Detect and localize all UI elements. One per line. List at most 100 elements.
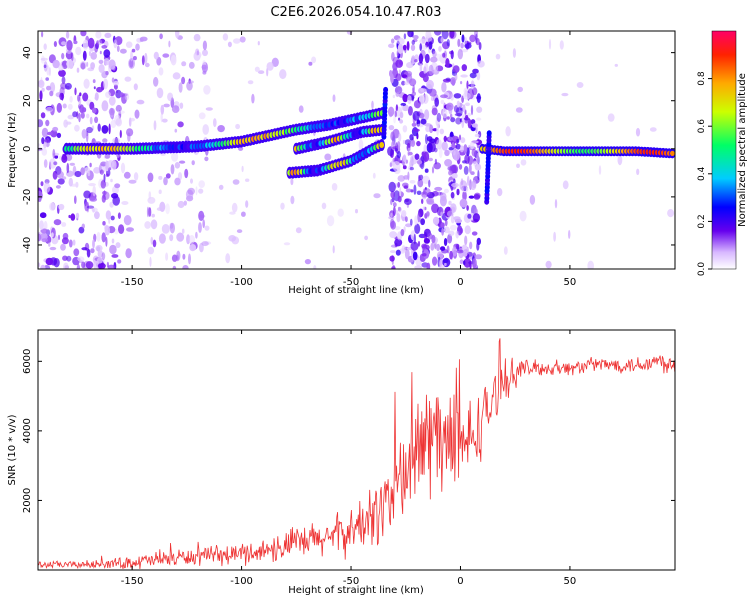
- noise-speckle: [425, 34, 433, 39]
- noise-speckle: [80, 31, 87, 37]
- noise-speckle: [53, 219, 62, 226]
- noise-speckle: [417, 240, 421, 247]
- noise-speckle: [436, 125, 439, 136]
- noise-speckle: [409, 78, 417, 87]
- noise-speckle: [419, 38, 427, 45]
- noise-speckle: [411, 91, 416, 97]
- noise-speckle: [444, 149, 450, 157]
- noise-speckle: [426, 211, 430, 217]
- noise-speckle: [146, 206, 150, 218]
- noise-speckle: [149, 256, 152, 267]
- noise-speckle: [412, 35, 419, 40]
- spectrogram-noise: [38, 31, 675, 269]
- noise-speckle: [77, 256, 85, 262]
- noise-speckle: [128, 179, 137, 184]
- noise-speckle: [423, 238, 430, 244]
- noise-speckle: [84, 201, 89, 212]
- noise-speckle: [402, 125, 408, 133]
- noise-speckle: [326, 215, 335, 227]
- noise-speckle: [41, 127, 49, 138]
- noise-speckle: [198, 180, 205, 189]
- noise-speckle: [158, 233, 166, 244]
- noise-speckle: [449, 250, 453, 260]
- noise-speckle: [144, 221, 151, 229]
- noise-speckle: [120, 48, 127, 54]
- noise-speckle: [472, 213, 480, 223]
- y-tick-label: 0: [22, 146, 33, 152]
- noise-speckle: [202, 49, 208, 57]
- noise-speckle: [430, 56, 438, 63]
- noise-speckle: [227, 41, 232, 48]
- noise-speckle: [188, 61, 195, 69]
- noise-speckle: [45, 106, 54, 113]
- noise-speckle: [456, 100, 460, 108]
- noise-speckle: [76, 264, 81, 269]
- noise-speckle: [238, 146, 244, 151]
- noise-speckle: [101, 252, 106, 261]
- noise-speckle: [462, 104, 466, 113]
- noise-speckle: [476, 106, 483, 113]
- noise-speckle: [41, 31, 44, 38]
- noise-speckle: [418, 174, 421, 182]
- noise-speckle: [120, 162, 126, 174]
- noise-speckle: [68, 177, 74, 187]
- noise-speckle: [410, 44, 416, 51]
- noise-speckle: [83, 190, 91, 199]
- noise-speckle: [60, 82, 67, 90]
- noise-speckle: [441, 31, 449, 40]
- noise-speckle: [529, 194, 536, 205]
- noise-speckle: [280, 202, 285, 210]
- colorbar-tick-label: 0.2: [697, 214, 707, 228]
- noise-speckle: [77, 94, 81, 102]
- noise-speckle: [410, 218, 413, 226]
- noise-speckle: [66, 40, 73, 51]
- noise-speckle: [397, 43, 403, 54]
- x-tick-label: -150: [121, 576, 144, 587]
- noise-speckle: [88, 51, 92, 56]
- noise-speckle: [109, 244, 117, 255]
- noise-speckle: [416, 140, 421, 147]
- noise-speckle: [410, 241, 419, 251]
- noise-speckle: [409, 167, 414, 171]
- noise-speckle: [101, 100, 109, 112]
- noise-speckle: [49, 82, 56, 93]
- noise-speckle: [456, 249, 464, 254]
- noise-speckle: [468, 195, 475, 199]
- noise-speckle: [115, 89, 122, 99]
- noise-speckle: [446, 102, 454, 111]
- noise-speckle: [96, 231, 101, 242]
- noise-speckle: [469, 72, 477, 79]
- noise-speckle: [86, 113, 90, 119]
- snr-panel: -150 -100 -50 0 50 2000 4000 6000 Height of str…: [7, 329, 676, 596]
- noise-speckle: [399, 111, 404, 119]
- noise-speckle: [74, 87, 77, 96]
- noise-speckle: [89, 116, 93, 125]
- noise-speckle: [448, 170, 453, 176]
- noise-speckle: [396, 151, 401, 159]
- noise-speckle: [153, 76, 159, 87]
- noise-speckle: [440, 222, 445, 228]
- x-tick-label: -100: [230, 277, 253, 288]
- noise-speckle: [74, 170, 82, 178]
- noise-speckle: [635, 127, 641, 137]
- noise-speckle: [331, 183, 338, 191]
- noise-speckle: [420, 118, 427, 125]
- noise-speckle: [436, 112, 442, 122]
- noise-speckle: [433, 31, 442, 36]
- noise-speckle: [66, 255, 72, 262]
- noise-speckle: [121, 201, 129, 205]
- noise-speckle: [466, 175, 470, 186]
- noise-speckle: [391, 51, 395, 62]
- noise-speckle: [440, 36, 444, 43]
- noise-speckle: [415, 258, 422, 266]
- noise-speckle: [495, 53, 501, 60]
- noise-speckle: [72, 111, 78, 118]
- noise-speckle: [283, 242, 291, 246]
- noise-speckle: [519, 210, 527, 222]
- noise-speckle: [95, 31, 102, 39]
- noise-speckle: [396, 213, 401, 223]
- noise-speckle: [158, 175, 163, 180]
- noise-speckle: [46, 85, 52, 91]
- noise-speckle: [451, 79, 456, 86]
- noise-speckle: [58, 64, 64, 71]
